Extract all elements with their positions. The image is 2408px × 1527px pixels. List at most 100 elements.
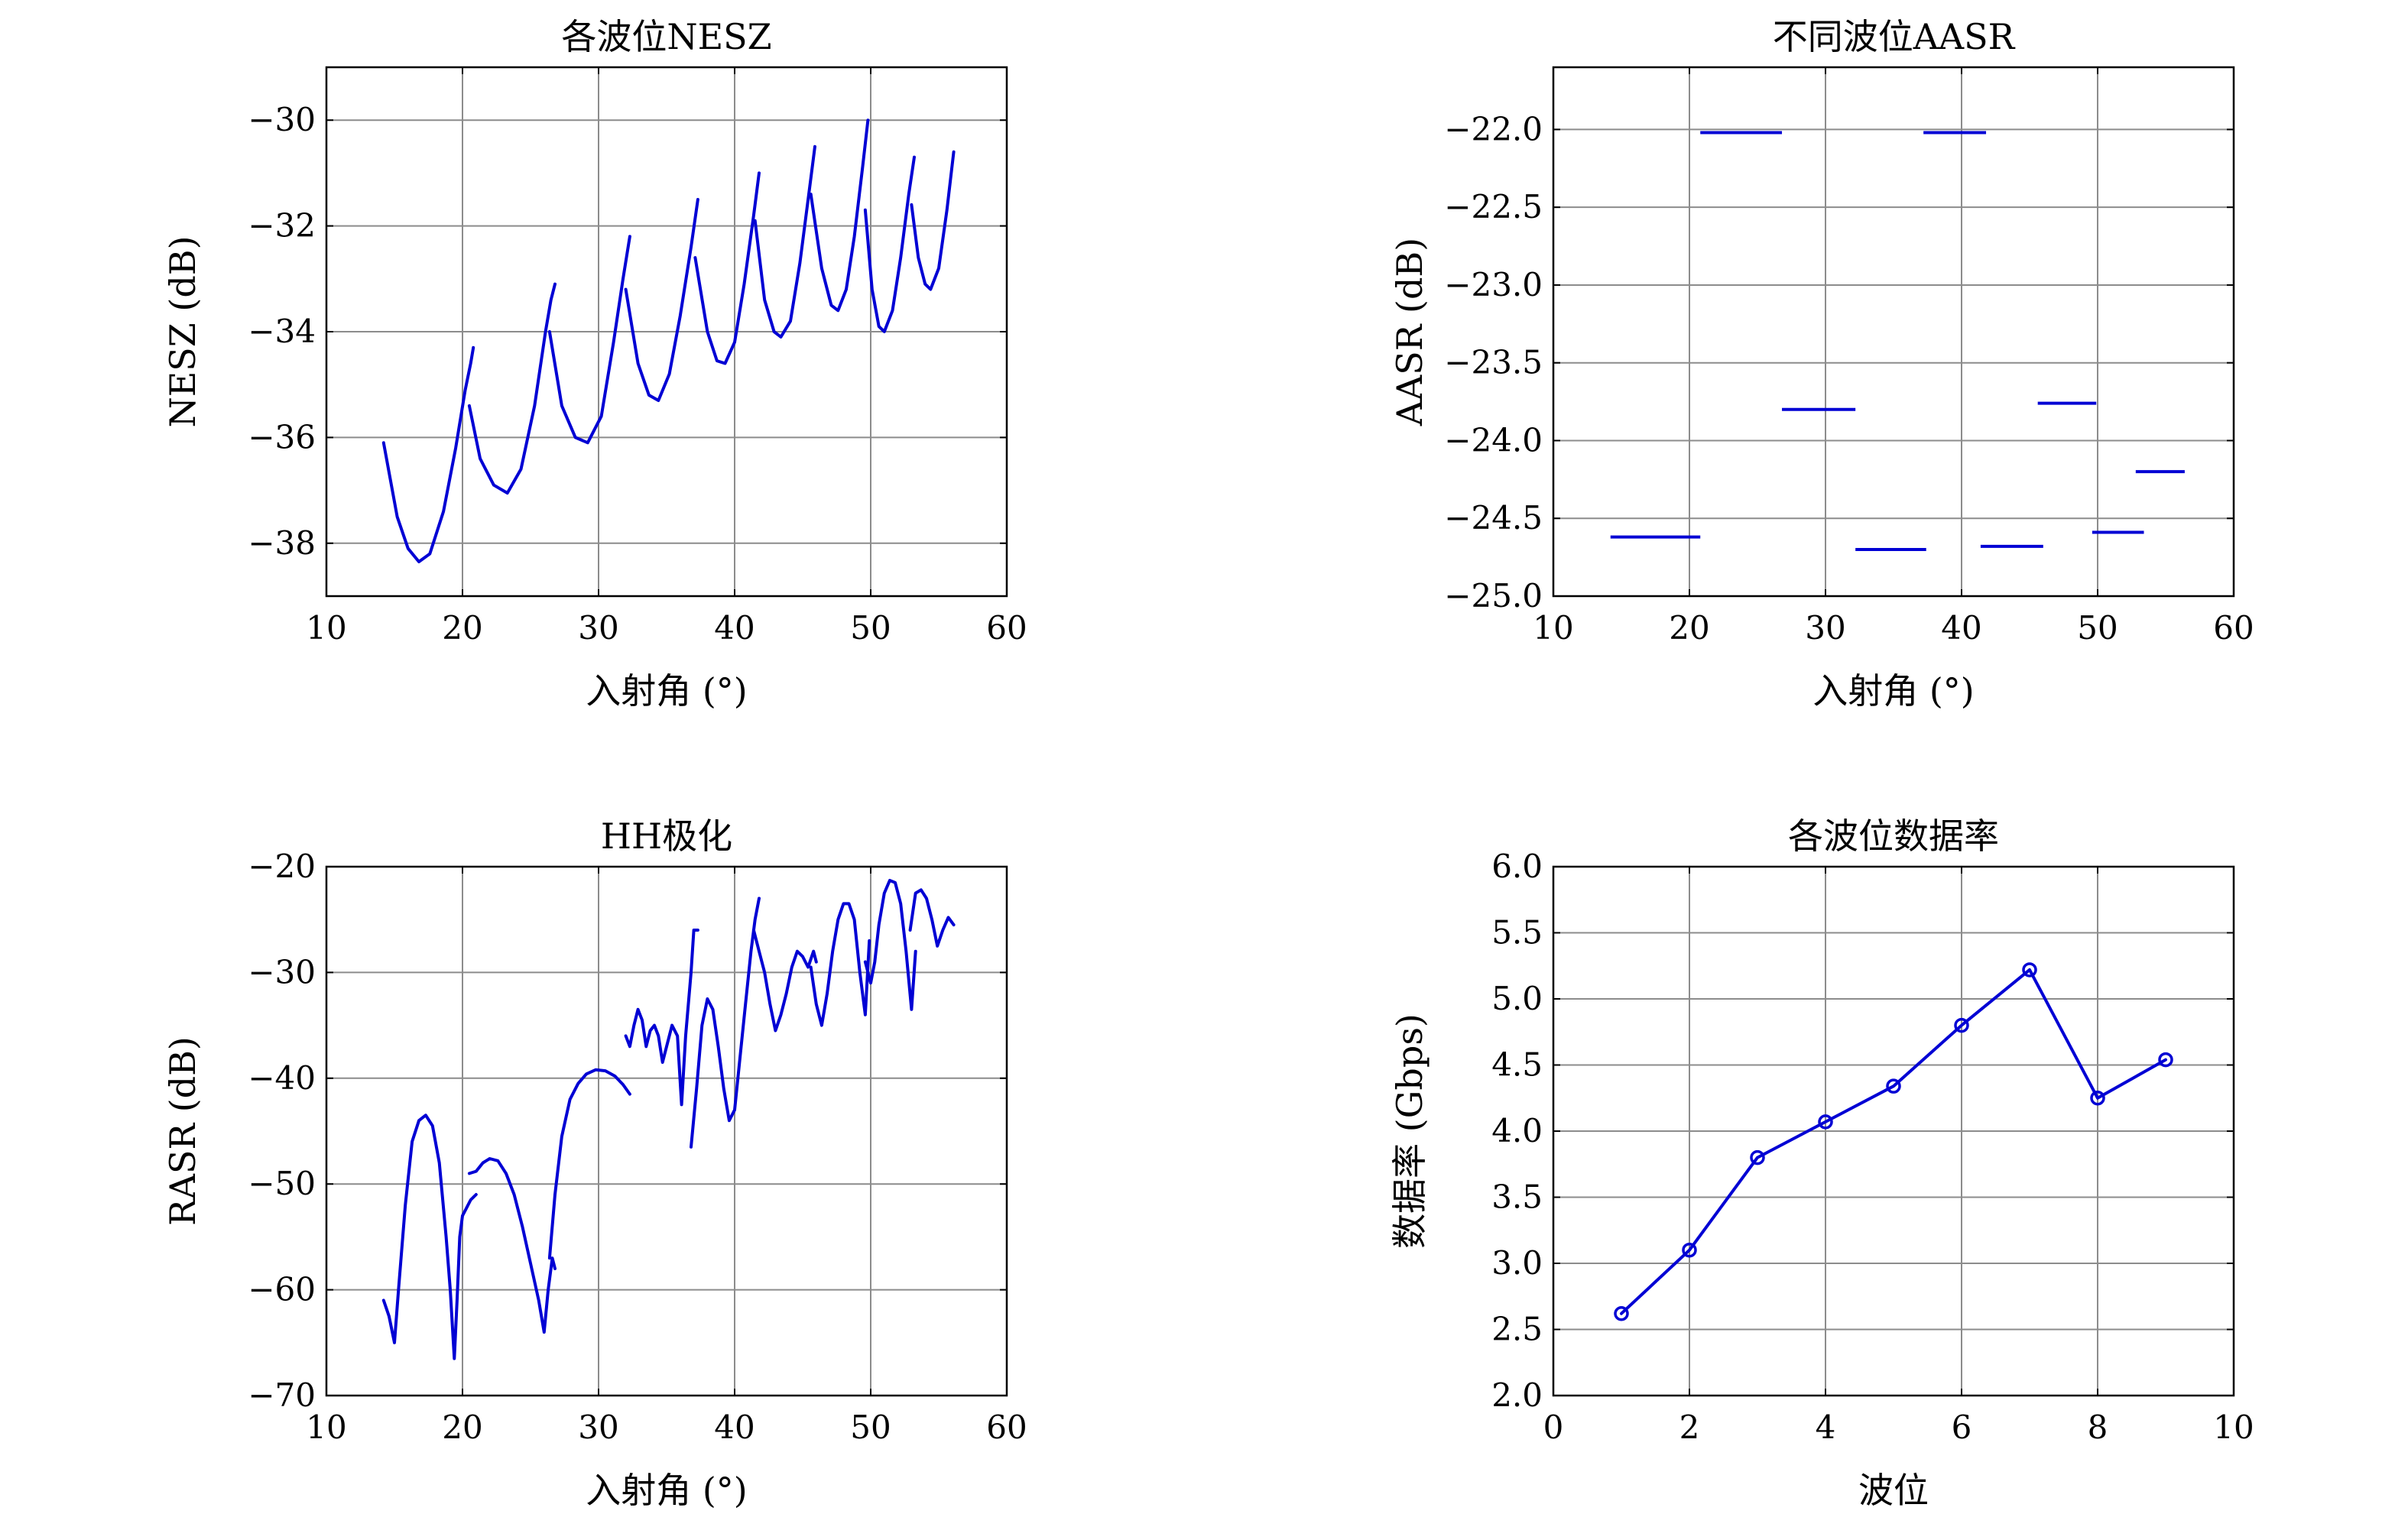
- nesz-plot-frame: [325, 66, 1008, 598]
- rasr-xtick-label: 50: [850, 1409, 891, 1446]
- datarate-point-1: [1614, 1305, 1629, 1321]
- datarate-ytick-label: 4.0: [1491, 1112, 1543, 1149]
- nesz-ytick-label: −38: [248, 524, 316, 562]
- rasr-series-5: [690, 896, 761, 1149]
- rasr-series-1: [381, 1114, 478, 1360]
- rasr-xlabel: 入射角 (°): [586, 1470, 748, 1511]
- datarate-ytick-label: 5.5: [1491, 914, 1543, 952]
- rasr-xtick-label: 20: [442, 1409, 482, 1446]
- nesz-xtick-label: 40: [714, 609, 755, 647]
- aasr-panel: 10 20 30 40 50 60 −25.0 −24.5 −24.0 −23.5 −23.0 −22…: [1389, 16, 2254, 712]
- nesz-series-2: [467, 282, 557, 495]
- nesz-xtick-label: 50: [850, 609, 891, 647]
- datarate-ytick-label: 4.5: [1491, 1046, 1543, 1084]
- nesz-title: 各波位NESZ: [561, 16, 771, 57]
- aasr-ytick-label: −22.5: [1444, 188, 1543, 225]
- aasr-ytick-label: −24.0: [1444, 421, 1543, 459]
- aasr-xtick-label: 20: [1669, 609, 1709, 647]
- nesz-xtick-label: 10: [306, 609, 346, 647]
- nesz-series-1: [381, 345, 475, 563]
- nesz-series-7: [809, 118, 870, 313]
- rasr-ylabel: RASR (dB): [162, 1036, 203, 1226]
- rasr-xtick-label: 10: [306, 1409, 346, 1446]
- rasr-ytick-label: −20: [248, 848, 316, 885]
- datarate-point-2: [1682, 1242, 1697, 1258]
- datarate-point-8: [2090, 1091, 2105, 1106]
- aasr-ytick-label: −23.0: [1444, 266, 1543, 303]
- rasr-xtick-label: 30: [578, 1409, 618, 1446]
- aasr-ylabel: AASR (dB): [1389, 238, 1430, 426]
- rasr-plot-frame: [325, 865, 1008, 1397]
- rasr-series-9: [908, 888, 956, 948]
- datarate-title: 各波位数据率: [1788, 815, 1999, 857]
- datarate-xlabel: 波位: [1858, 1470, 1929, 1511]
- nesz-ytick-label: −34: [248, 313, 316, 350]
- aasr-plot-frame: [1552, 66, 2235, 598]
- aasr-xtick-label: 10: [1533, 609, 1573, 647]
- datarate-xtick-label: 4: [1816, 1409, 1836, 1446]
- rasr-series-2: [467, 1157, 557, 1334]
- datarate-point-6: [1954, 1017, 1969, 1033]
- nesz-xtick-label: 30: [578, 609, 618, 647]
- datarate-xtick-label: 6: [1952, 1409, 1972, 1446]
- datarate-series-1: [1620, 968, 2167, 1315]
- aasr-ytick-label: −24.5: [1444, 499, 1543, 537]
- datarate-ytick-label: 5.0: [1491, 980, 1543, 1017]
- rasr-series-8: [863, 879, 917, 1011]
- rasr-xtick-label: 60: [986, 1409, 1027, 1446]
- rasr-xtick-label: 40: [714, 1409, 755, 1446]
- nesz-xlabel: 入射角 (°): [586, 670, 748, 712]
- rasr-ytick-label: −30: [248, 953, 316, 990]
- rasr-ytick-label: −50: [248, 1165, 316, 1202]
- aasr-xtick-label: 60: [2213, 609, 2254, 647]
- nesz-series-5: [693, 171, 761, 365]
- datarate-xtick-label: 2: [1679, 1409, 1700, 1446]
- aasr-ytick-label: −23.5: [1444, 344, 1543, 381]
- datarate-ytick-label: 3.5: [1491, 1178, 1543, 1216]
- datarate-point-7: [2022, 962, 2037, 977]
- aasr-xtick-label: 30: [1805, 609, 1845, 647]
- nesz-series-4: [624, 198, 699, 402]
- rasr-series-7: [809, 902, 871, 1027]
- datarate-xtick-label: 10: [2213, 1409, 2254, 1446]
- rasr-ytick-label: −40: [248, 1059, 316, 1097]
- aasr-title: 不同波位AASR: [1773, 16, 2016, 57]
- datarate-point-3: [1750, 1149, 1765, 1166]
- datarate-point-5: [1886, 1078, 1901, 1094]
- rasr-series-4: [624, 929, 699, 1107]
- nesz-series-9: [910, 150, 956, 291]
- nesz-xtick-label: 20: [442, 609, 482, 647]
- aasr-ytick-label: −22.0: [1444, 110, 1543, 148]
- aasr-xlabel: 入射角 (°): [1812, 670, 1975, 712]
- nesz-ytick-label: −32: [248, 207, 316, 245]
- datarate-ytick-label: 6.0: [1491, 848, 1543, 885]
- aasr-xtick-label: 40: [1941, 609, 1981, 647]
- rasr-ytick-label: −60: [248, 1271, 316, 1308]
- aasr-xtick-label: 50: [2077, 609, 2118, 647]
- rasr-series-6: [751, 929, 818, 1033]
- nesz-ytick-label: −30: [248, 101, 316, 138]
- nesz-xtick-label: 60: [986, 609, 1027, 647]
- nesz-series-6: [753, 144, 816, 339]
- datarate-ytick-label: 3.0: [1491, 1244, 1543, 1282]
- datarate-point-9: [2158, 1052, 2173, 1068]
- nesz-ytick-label: −36: [248, 418, 316, 456]
- rasr-ytick-label: −70: [248, 1376, 316, 1414]
- rasr-title: HH极化: [601, 815, 732, 857]
- nesz-panel: 10 20 30 40 50 60 −38 −36 −34 −32 −30 各波位NESZ 入射角 (°…: [162, 16, 1027, 712]
- datarate-xtick-label: 8: [2088, 1409, 2108, 1446]
- datarate-ytick-label: 2.0: [1491, 1376, 1543, 1414]
- datarate-point-4: [1818, 1114, 1833, 1130]
- datarate-plot-frame: [1552, 865, 2235, 1397]
- datarate-xtick-label: 0: [1543, 1409, 1564, 1446]
- nesz-series-3: [547, 235, 631, 445]
- aasr-ytick-label: −25.0: [1444, 577, 1543, 614]
- nesz-ylabel: NESZ (dB): [162, 235, 203, 427]
- nesz-series-8: [863, 155, 916, 333]
- datarate-ylabel: 数据率 (Gbps): [1389, 1013, 1430, 1249]
- rasr-series-3: [547, 1068, 631, 1260]
- datarate-panel: 0 2 4 6 8 10 2.0 2.5 3.0 3.5 4.0 4.5 5.0 5.5 6.0 各波位数据率…: [1389, 815, 2254, 1511]
- datarate-ytick-label: 2.5: [1491, 1311, 1543, 1348]
